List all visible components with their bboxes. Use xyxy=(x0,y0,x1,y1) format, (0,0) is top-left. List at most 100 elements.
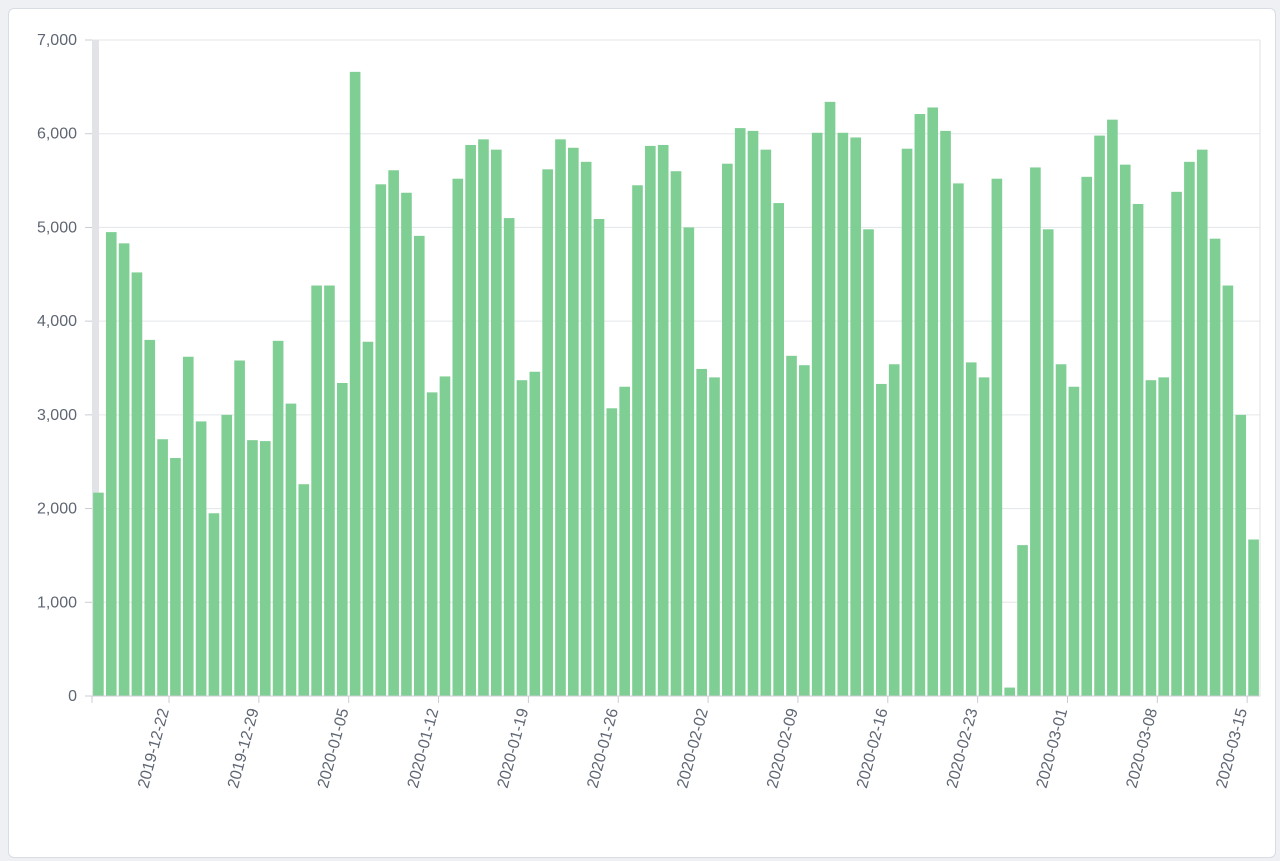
bar[interactable] xyxy=(516,380,528,696)
bar[interactable] xyxy=(182,356,194,696)
bar[interactable] xyxy=(221,414,233,696)
bar[interactable] xyxy=(105,232,117,697)
x-tick-label: 2020-02-02 xyxy=(674,707,712,791)
y-tick-label: 6,000 xyxy=(37,126,77,143)
bar[interactable] xyxy=(503,218,515,696)
bar[interactable] xyxy=(657,144,669,696)
bar[interactable] xyxy=(362,341,374,696)
bar[interactable] xyxy=(824,101,836,697)
bar[interactable] xyxy=(542,169,553,696)
bar[interactable] xyxy=(747,130,759,696)
bar[interactable] xyxy=(388,170,399,696)
bar[interactable] xyxy=(195,421,207,696)
bar[interactable] xyxy=(311,285,322,696)
bar[interactable] xyxy=(439,376,451,696)
bar[interactable] xyxy=(375,184,387,696)
bar[interactable] xyxy=(1004,687,1016,696)
bar[interactable] xyxy=(1068,386,1080,696)
bar[interactable] xyxy=(298,484,310,696)
bar[interactable] xyxy=(413,235,425,697)
bar[interactable] xyxy=(837,132,849,696)
bar[interactable] xyxy=(888,364,900,696)
bar[interactable] xyxy=(683,227,695,696)
bar[interactable] xyxy=(324,285,335,696)
bar[interactable] xyxy=(1248,539,1259,697)
bar[interactable] xyxy=(336,382,348,696)
bar[interactable] xyxy=(619,386,630,696)
bar[interactable] xyxy=(927,107,939,697)
bar[interactable] xyxy=(157,439,168,696)
chart-card: 0 1,000 2,000 3,000 4,000 5,000 6,000 7,000 201… xyxy=(8,8,1276,858)
bar[interactable] xyxy=(452,178,464,696)
bar[interactable] xyxy=(1017,545,1028,696)
bar[interactable] xyxy=(786,355,797,696)
bar[interactable] xyxy=(901,148,913,696)
bar[interactable] xyxy=(259,441,271,696)
bar[interactable] xyxy=(1209,238,1221,697)
bar[interactable] xyxy=(811,132,823,696)
bar[interactable] xyxy=(1158,377,1170,696)
bar[interactable] xyxy=(349,71,361,697)
bar[interactable] xyxy=(1030,167,1041,696)
bar[interactable] xyxy=(722,163,733,696)
bars xyxy=(93,71,1259,697)
bar[interactable] xyxy=(529,371,541,696)
bar[interactable] xyxy=(760,149,772,696)
bar[interactable] xyxy=(1222,285,1234,696)
bar[interactable] xyxy=(696,368,707,696)
bar[interactable] xyxy=(632,185,643,696)
bar[interactable] xyxy=(863,229,874,697)
bar[interactable] xyxy=(465,144,476,696)
bar[interactable] xyxy=(991,178,1003,696)
bar[interactable] xyxy=(208,513,220,696)
bar[interactable] xyxy=(555,139,566,697)
bar[interactable] xyxy=(285,403,297,696)
bar[interactable] xyxy=(1107,119,1118,696)
bar[interactable] xyxy=(734,128,746,697)
bar[interactable] xyxy=(1119,164,1131,696)
bar[interactable] xyxy=(1171,191,1182,696)
bar[interactable] xyxy=(426,392,438,696)
bar[interactable] xyxy=(799,365,810,696)
bar[interactable] xyxy=(978,377,990,696)
bar[interactable] xyxy=(272,340,284,696)
bar[interactable] xyxy=(1184,161,1195,696)
bar[interactable] xyxy=(580,161,592,696)
bar[interactable] xyxy=(1094,135,1105,697)
bar[interactable] xyxy=(118,243,130,697)
bar[interactable] xyxy=(93,492,104,696)
x-tick-label: 2020-01-19 xyxy=(495,707,533,791)
bar[interactable] xyxy=(953,183,964,696)
x-tick-label: 2020-02-09 xyxy=(764,707,802,791)
bar[interactable] xyxy=(144,339,156,696)
x-tick-label: 2020-02-16 xyxy=(854,707,892,791)
bar[interactable] xyxy=(1235,414,1247,696)
bar[interactable] xyxy=(1042,229,1054,697)
bar[interactable] xyxy=(1081,176,1093,696)
bar[interactable] xyxy=(1145,380,1157,696)
bar[interactable] xyxy=(876,383,887,696)
bar[interactable] xyxy=(645,145,656,696)
bar[interactable] xyxy=(1055,364,1067,696)
bar[interactable] xyxy=(965,362,977,696)
bar[interactable] xyxy=(170,457,181,696)
bar[interactable] xyxy=(490,149,502,696)
bar[interactable] xyxy=(606,408,618,696)
bar[interactable] xyxy=(1132,204,1144,696)
bar[interactable] xyxy=(568,147,579,696)
bar[interactable] xyxy=(131,272,143,696)
bar[interactable] xyxy=(247,440,258,696)
bar[interactable] xyxy=(709,377,720,696)
bar[interactable] xyxy=(940,130,951,696)
bar[interactable] xyxy=(773,203,784,696)
bar[interactable] xyxy=(401,192,412,696)
bar[interactable] xyxy=(593,218,605,697)
bar[interactable] xyxy=(234,360,245,697)
bar[interactable] xyxy=(1196,149,1208,696)
bar[interactable] xyxy=(670,171,682,696)
bar[interactable] xyxy=(914,114,926,696)
axes xyxy=(92,40,1261,697)
bar[interactable] xyxy=(478,139,489,697)
bar[interactable] xyxy=(850,137,862,696)
x-axis-ticks: 2019-12-22 2019-12-29 2020-01-05 2020-01-12… xyxy=(91,696,1251,791)
